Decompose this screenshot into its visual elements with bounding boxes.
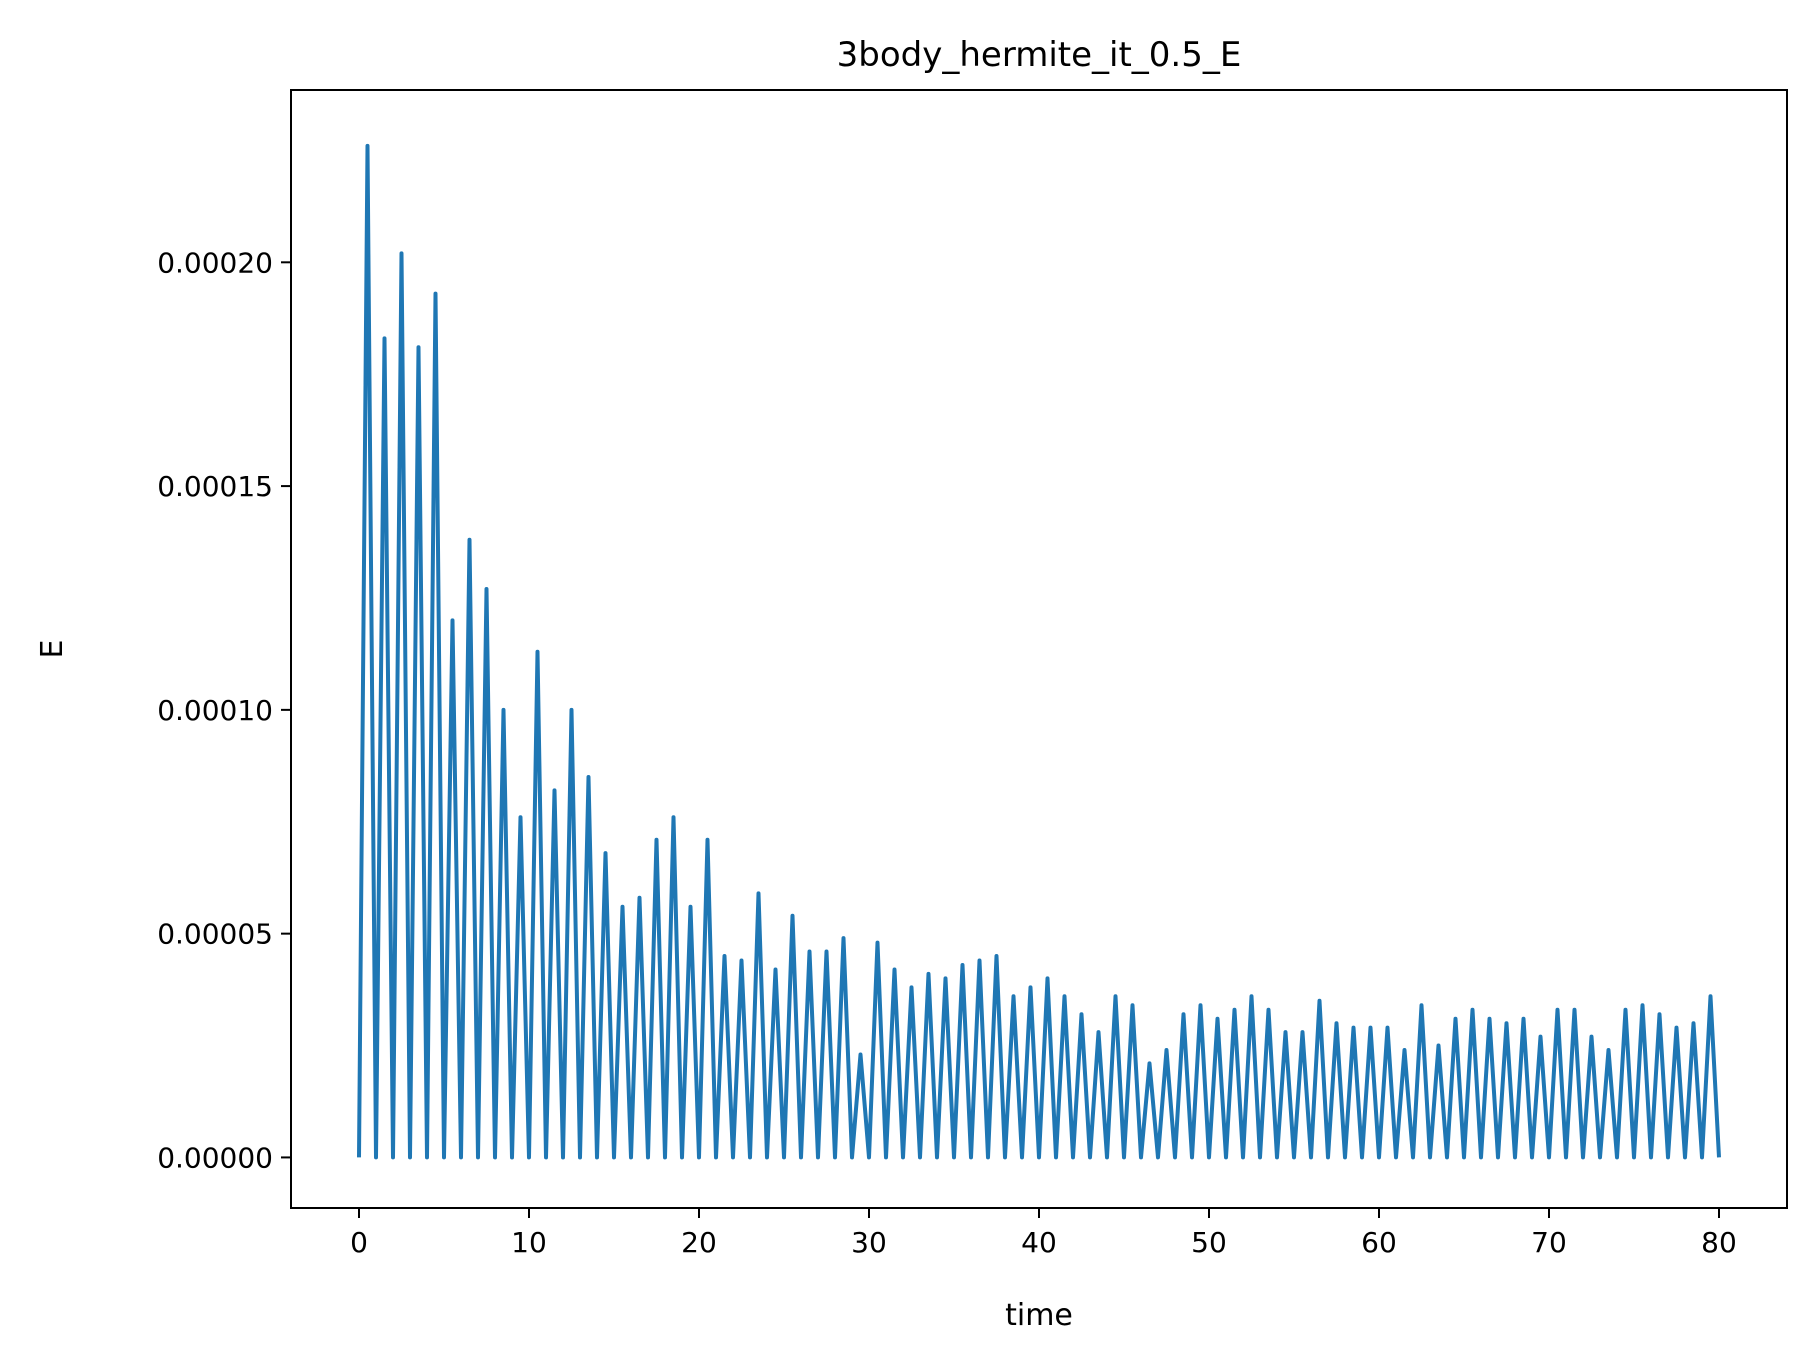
plot-area bbox=[357, 143, 1721, 1160]
y-tick-label: 0.00015 bbox=[157, 470, 273, 503]
x-axis-ticks: 0 10 20 30 40 50 60 70 80 bbox=[350, 1208, 1737, 1259]
x-tick-label: 20 bbox=[681, 1226, 717, 1259]
series-line-0 bbox=[357, 143, 1721, 1160]
x-tick-label: 0 bbox=[350, 1226, 368, 1259]
x-tick-label: 70 bbox=[1531, 1226, 1567, 1259]
y-axis-ticks: 0.00000 0.00005 0.00010 0.00015 0.00020 bbox=[157, 246, 291, 1174]
y-tick-label: 0.00005 bbox=[157, 918, 273, 951]
y-tick-label: 0.00010 bbox=[157, 694, 273, 727]
x-tick-label: 10 bbox=[511, 1226, 547, 1259]
y-tick-label: 0.00020 bbox=[157, 246, 273, 279]
chart-title: 3body_hermite_it_0.5_E bbox=[837, 35, 1242, 75]
x-tick-label: 60 bbox=[1361, 1226, 1397, 1259]
x-tick-label: 30 bbox=[851, 1226, 887, 1259]
x-tick-label: 80 bbox=[1701, 1226, 1737, 1259]
x-axis-label: time bbox=[1005, 1298, 1073, 1333]
y-axis-label: E bbox=[35, 640, 70, 659]
x-tick-label: 50 bbox=[1191, 1226, 1227, 1259]
y-tick-label: 0.00000 bbox=[157, 1141, 273, 1174]
x-tick-label: 40 bbox=[1021, 1226, 1057, 1259]
axes-frame bbox=[290, 89, 1788, 1209]
